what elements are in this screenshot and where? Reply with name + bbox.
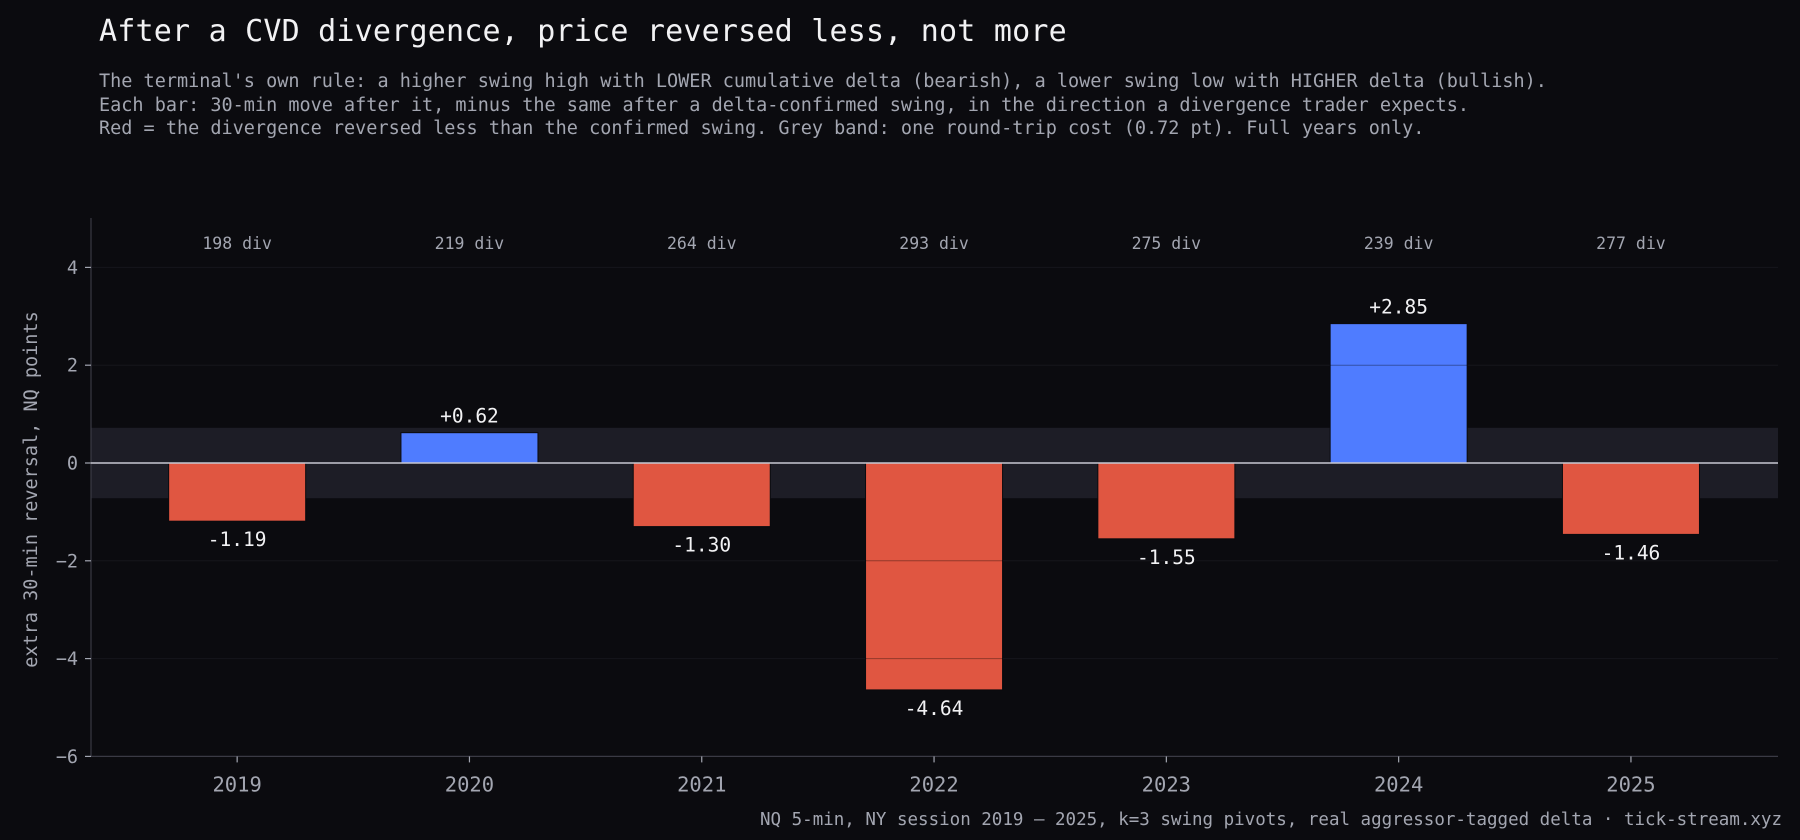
x-tick-label-2021: 2021: [677, 772, 726, 796]
y-tick-label: 4: [67, 258, 78, 279]
count-label-2020: 219 div: [435, 234, 505, 253]
x-tick-label-2020: 2020: [445, 772, 494, 796]
value-label-2020: +0.62: [440, 405, 499, 428]
count-label-2022: 293 div: [899, 234, 969, 253]
subtitle-line-2: Each bar: 30-min move after it, minus th…: [99, 94, 1469, 116]
count-label-2024: 239 div: [1364, 234, 1434, 253]
bar-2022: [865, 462, 1004, 691]
bar-2023: [1097, 462, 1236, 540]
bar-2020: [400, 432, 539, 464]
source-footer: NQ 5-min, NY session 2019 – 2025, k=3 sw…: [760, 810, 1782, 830]
count-label-2019: 198 div: [202, 234, 272, 253]
x-tick-label-2024: 2024: [1374, 772, 1423, 796]
y-tick-label: −4: [56, 649, 78, 670]
count-label-2021: 264 div: [667, 234, 737, 253]
count-label-2023: 275 div: [1132, 234, 1202, 253]
value-label-2023: -1.55: [1137, 546, 1196, 569]
chart-title: After a CVD divergence, price reversed l…: [99, 14, 1067, 49]
x-tick-label-2022: 2022: [909, 772, 958, 796]
value-label-2024: +2.85: [1369, 296, 1428, 319]
x-tick-label-2023: 2023: [1142, 772, 1191, 796]
y-tick-label: 2: [67, 356, 78, 377]
y-axis-label: extra 30-min reversal, NQ points: [21, 311, 42, 667]
x-tick-label-2025: 2025: [1606, 772, 1655, 796]
subtitle-line-3: Red = the divergence reversed less than …: [99, 118, 1425, 139]
count-label-2025: 277 div: [1596, 234, 1666, 253]
chart-subtitle: The terminal's own rule: a higher swing …: [99, 70, 1547, 141]
value-label-2021: -1.30: [672, 534, 731, 557]
value-label-2025: -1.46: [1602, 541, 1661, 564]
value-label-2019: -1.19: [208, 528, 267, 551]
bar-2024: [1329, 323, 1468, 464]
bar-2025: [1561, 462, 1700, 535]
x-tick-label-2019: 2019: [212, 772, 261, 796]
y-tick-label: 0: [67, 454, 78, 475]
y-tick-label: −2: [56, 551, 78, 572]
y-tick-label: −6: [56, 747, 78, 768]
value-label-2022: -4.64: [905, 697, 964, 720]
bar-2021: [632, 462, 771, 528]
subtitle-line-1: The terminal's own rule: a higher swing …: [99, 71, 1547, 92]
bar-2019: [168, 462, 307, 522]
